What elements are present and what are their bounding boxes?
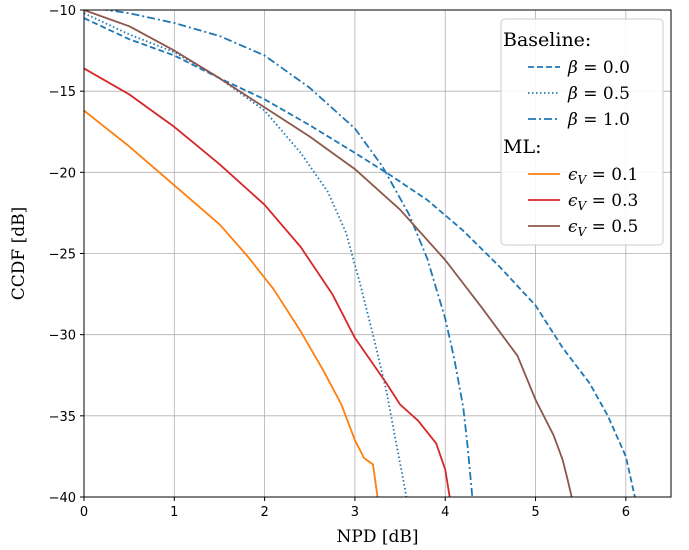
legend-subscript: V	[578, 225, 588, 239]
legend-value: 0.1	[611, 165, 638, 185]
plot-series	[84, 10, 636, 497]
series-line-2	[100, 10, 474, 497]
legend-subscript: V	[578, 199, 588, 213]
x-tick-label: 2	[260, 505, 268, 520]
legend-subscript: V	[578, 173, 588, 187]
y-tick-label: −10	[49, 4, 76, 19]
x-tick-label: 1	[170, 505, 178, 520]
legend-var: β	[567, 110, 578, 130]
legend-group-header: Baseline:	[503, 29, 591, 51]
y-axis-label: CCDF [dB]	[9, 207, 29, 300]
y-tick-label: −25	[49, 248, 76, 263]
y-tick-label: −30	[49, 329, 76, 344]
legend: Baseline: β = 0.0 β = 0.5 β = 1.0 ML: ϵV = 0.…	[500, 18, 664, 246]
y-tick-label: −35	[49, 410, 76, 425]
legend-group-header: ML:	[503, 136, 541, 158]
series-line-3	[84, 109, 379, 497]
x-tick-label: 4	[441, 505, 449, 520]
x-tick-label: 3	[351, 505, 359, 520]
legend-entry-label: β = 0.5	[567, 84, 630, 104]
legend-var: β	[567, 84, 578, 104]
legend-entry-label: ϵV = 0.5	[568, 217, 638, 239]
y-tick-label: −40	[49, 491, 76, 506]
x-tick-label: 5	[531, 505, 539, 520]
x-tick-label: 6	[622, 505, 630, 520]
legend-var: ϵ	[568, 217, 578, 237]
legend-box	[500, 18, 664, 246]
legend-entry-label: ϵV = 0.1	[568, 165, 638, 187]
legend-value: 1.0	[603, 110, 630, 130]
legend-value: 0.0	[603, 58, 630, 78]
legend-entry-label: β = 0.0	[567, 58, 630, 78]
legend-var: ϵ	[568, 165, 578, 185]
x-tick-label: 0	[80, 505, 88, 520]
series-line-0	[84, 17, 636, 497]
legend-entry-label: ϵV = 0.3	[568, 191, 638, 213]
series-line-1	[84, 12, 408, 497]
y-tick-label: −15	[49, 85, 76, 100]
legend-var: β	[567, 58, 578, 78]
axis-ticks: 0 1 2 3 4 5 6 −40 −35 −30 −25 −20 −15 −10	[49, 4, 630, 520]
x-axis-label: NPD [dB]	[337, 527, 419, 547]
legend-entry-label: β = 1.0	[567, 110, 630, 130]
legend-var: ϵ	[568, 191, 578, 211]
legend-value: 0.5	[611, 217, 638, 237]
legend-value: 0.5	[603, 84, 630, 104]
series-line-5	[84, 10, 573, 497]
legend-value: 0.3	[611, 191, 638, 211]
series-line-4	[84, 67, 451, 497]
y-tick-label: −20	[49, 166, 76, 181]
